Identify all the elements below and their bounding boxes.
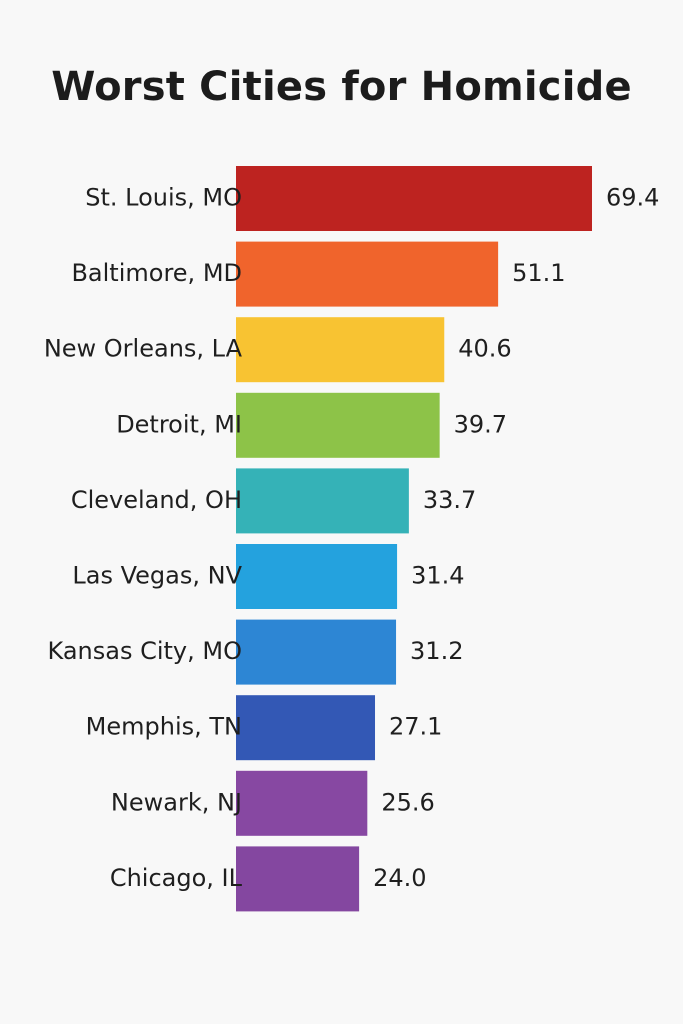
bar-4 — [236, 392, 440, 458]
category-label: Newark, NJ — [111, 788, 242, 816]
category-label: Chicago, IL — [110, 864, 243, 892]
bar-5 — [236, 468, 409, 534]
bar-2 — [236, 241, 499, 307]
category-label: Las Vegas, NV — [72, 562, 242, 590]
category-label: Cleveland, OH — [71, 486, 242, 514]
value-label: 40.6 — [458, 335, 511, 363]
category-label: St. Louis, MO — [85, 184, 242, 212]
bar-6 — [236, 544, 398, 609]
bar-10 — [236, 846, 360, 912]
category-label: Detroit, MI — [116, 410, 242, 438]
bar-3 — [236, 317, 445, 383]
value-label: 27.1 — [389, 713, 442, 741]
category-label: Kansas City, MO — [48, 637, 242, 665]
value-label: 24.0 — [373, 864, 426, 892]
category-label: New Orleans, LA — [44, 335, 243, 363]
bar-8 — [236, 695, 376, 761]
value-label: 31.4 — [411, 562, 464, 590]
value-label: 31.2 — [410, 637, 463, 665]
bar-1 — [236, 166, 592, 231]
category-label: Memphis, TN — [86, 713, 242, 741]
value-label: 69.4 — [606, 184, 659, 212]
category-label: Baltimore, MD — [71, 259, 242, 287]
value-label: 51.1 — [512, 259, 565, 287]
bar-9 — [236, 770, 368, 836]
value-label: 25.6 — [381, 788, 434, 816]
value-label: 33.7 — [423, 486, 476, 514]
bar-7 — [236, 619, 397, 685]
value-label: 39.7 — [454, 410, 507, 438]
chart-title: Worst Cities for Homicide — [51, 64, 632, 110]
